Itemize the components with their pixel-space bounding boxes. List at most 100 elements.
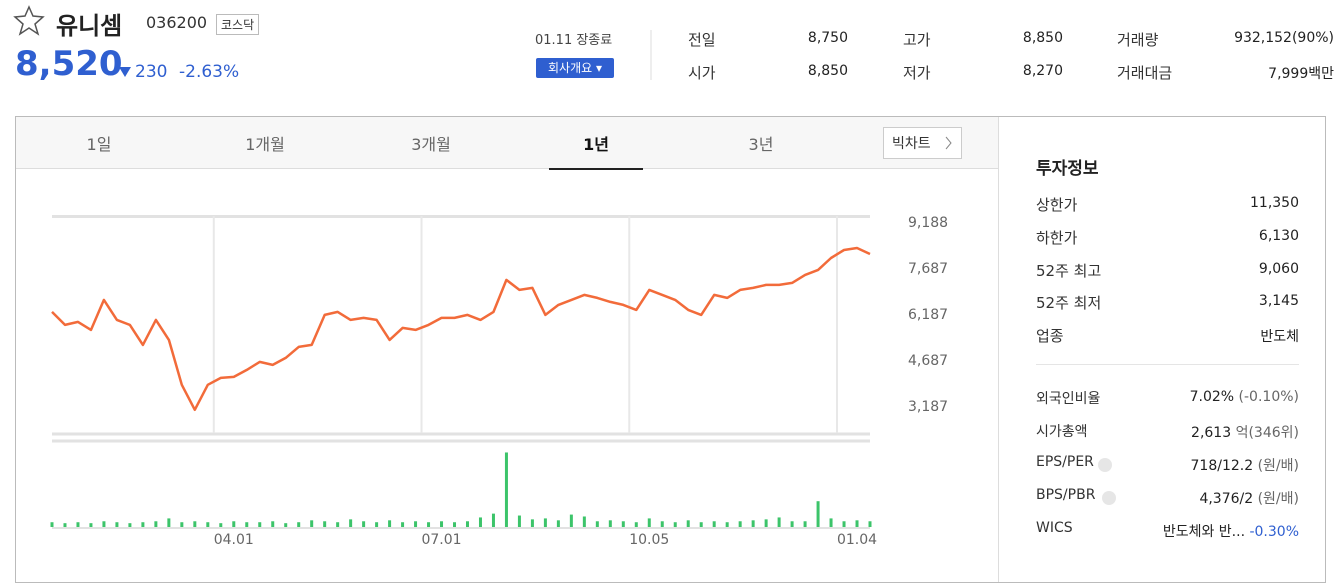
info-value: 3,145 bbox=[1258, 293, 1299, 309]
volume-bar bbox=[712, 521, 716, 527]
volume-bar bbox=[764, 519, 768, 527]
info-value-sub: -0.30% bbox=[1249, 524, 1299, 540]
market-time: 01.11 장종료 bbox=[535, 33, 613, 48]
info-value-sub: (원/배) bbox=[1257, 458, 1299, 474]
x-tick-label: 10.05 bbox=[629, 532, 669, 548]
volume-bar bbox=[414, 521, 418, 527]
volume-bar bbox=[167, 518, 171, 527]
tab[interactable]: 1년 bbox=[583, 135, 609, 154]
y-tick-label: 3,187 bbox=[908, 399, 948, 415]
volume-bar bbox=[115, 522, 119, 527]
company-button-label: 회사개요 bbox=[547, 61, 593, 75]
quote-label: 거래량 bbox=[1117, 31, 1159, 49]
volume-bar bbox=[375, 522, 379, 527]
tab[interactable]: 1개월 bbox=[245, 135, 285, 154]
tab[interactable]: 3개월 bbox=[411, 135, 451, 154]
volume-bar bbox=[336, 522, 340, 527]
big-chart-button[interactable] bbox=[883, 127, 962, 159]
volume-bar bbox=[699, 522, 703, 527]
big-chart-label[interactable]: 빅차트 bbox=[892, 136, 931, 152]
volume-bar bbox=[206, 522, 210, 527]
x-tick-label: 07.01 bbox=[421, 532, 461, 548]
volume-bar bbox=[76, 522, 80, 527]
market-badge: 코스닥 bbox=[216, 14, 260, 35]
volume-bar bbox=[751, 520, 755, 527]
help-icon[interactable] bbox=[1102, 491, 1116, 505]
quote-value: 8,270 bbox=[1022, 63, 1063, 79]
volume-bar bbox=[816, 501, 820, 527]
volume-bar bbox=[543, 518, 547, 527]
volume-bar bbox=[803, 521, 807, 527]
volume-bar bbox=[102, 521, 106, 527]
volume-bar bbox=[790, 521, 794, 527]
down-arrow bbox=[119, 67, 131, 77]
volume-bar bbox=[634, 522, 638, 527]
volume-bar bbox=[245, 522, 249, 527]
chevron bbox=[945, 136, 952, 150]
quote-label: 전일 bbox=[688, 31, 716, 49]
info-value: 반도체 bbox=[1260, 329, 1299, 345]
y-tick-label: 6,187 bbox=[908, 307, 948, 323]
volume-bar bbox=[284, 523, 288, 527]
volume-bar bbox=[855, 520, 859, 527]
info-value: 반도체와 반... -0.30% bbox=[1163, 521, 1299, 541]
quote-label: 저가 bbox=[903, 64, 931, 82]
info-value-main: 7.02% bbox=[1189, 389, 1235, 405]
info-label: 52주 최저 bbox=[1036, 294, 1102, 312]
quote-label: 거래대금 bbox=[1117, 64, 1173, 82]
volume-bar bbox=[89, 523, 93, 527]
info-value: 4,376/2 (원/배) bbox=[1199, 488, 1299, 508]
info-value: 718/12.2 (원/배) bbox=[1191, 455, 1299, 475]
volume-bar bbox=[154, 521, 158, 527]
volume-bar bbox=[128, 523, 132, 527]
volume-bar bbox=[829, 518, 833, 527]
volume-bar bbox=[582, 516, 586, 527]
invest-title: 투자정보 bbox=[1036, 159, 1099, 179]
help-icon[interactable] bbox=[1098, 458, 1112, 472]
volume-bar bbox=[427, 522, 431, 527]
volume-bar bbox=[608, 520, 612, 527]
volume-bar bbox=[478, 517, 482, 527]
info-label: 하한가 bbox=[1036, 229, 1078, 247]
info-label: 업종 bbox=[1036, 327, 1064, 345]
info-value-sub: (-0.10%) bbox=[1238, 389, 1299, 405]
volume-bar bbox=[465, 521, 469, 527]
info-label: BPS/PBR bbox=[1036, 487, 1096, 503]
x-tick-label: 04.01 bbox=[214, 532, 254, 548]
quote-value: 8,850 bbox=[1022, 30, 1063, 46]
volume-bar bbox=[180, 522, 184, 527]
info-label: 52주 최고 bbox=[1036, 262, 1102, 280]
info-value: 6,130 bbox=[1258, 228, 1299, 244]
volume-bar bbox=[453, 522, 457, 527]
volume-bar bbox=[258, 522, 262, 527]
quote-value: 8,850 bbox=[807, 63, 848, 79]
star-icon[interactable] bbox=[13, 5, 45, 36]
volume-bar bbox=[232, 521, 236, 527]
volume-bar bbox=[271, 521, 275, 527]
volume-bar bbox=[673, 522, 677, 527]
quote-label: 시가 bbox=[688, 64, 716, 82]
company-button[interactable]: 회사개요 ▾ bbox=[536, 58, 614, 78]
volume-bar bbox=[491, 513, 495, 527]
volume-bar bbox=[569, 514, 573, 527]
info-value: 7.02% (-0.10%) bbox=[1190, 389, 1299, 405]
volume-bar bbox=[842, 521, 846, 527]
tab[interactable]: 1일 bbox=[86, 135, 112, 154]
volume-bar bbox=[660, 521, 664, 527]
tab[interactable]: 3년 bbox=[748, 135, 774, 154]
stock-name: 유니셈 bbox=[56, 12, 123, 40]
volume-bar bbox=[362, 521, 366, 527]
y-tick-label: 7,687 bbox=[908, 261, 948, 277]
volume-bar bbox=[401, 522, 405, 527]
stock-code: 036200 bbox=[146, 13, 208, 32]
chart-box bbox=[15, 116, 1326, 583]
volume-bar bbox=[530, 519, 534, 527]
volume-bar bbox=[686, 520, 690, 527]
volume-bar bbox=[777, 517, 781, 527]
price: 8,520 bbox=[15, 44, 123, 84]
price-line bbox=[51, 246, 871, 412]
info-value: 2,613 억(346위) bbox=[1191, 422, 1299, 442]
change-rate: -2.63% bbox=[179, 62, 240, 82]
